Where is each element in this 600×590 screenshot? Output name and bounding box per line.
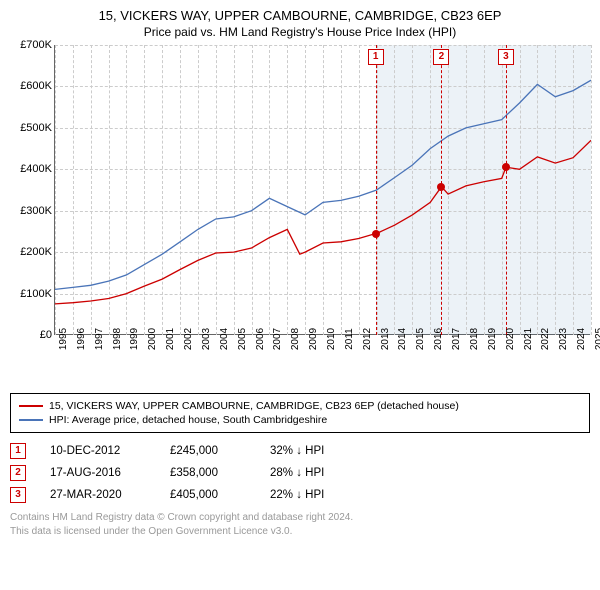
- x-tick-label: 1997: [94, 328, 105, 350]
- legend-row-series2: HPI: Average price, detached house, Sout…: [19, 414, 581, 426]
- legend-row-series1: 15, VICKERS WAY, UPPER CAMBOURNE, CAMBRI…: [19, 400, 581, 412]
- series-line: [55, 140, 591, 304]
- y-tick-label: £500K: [20, 122, 52, 134]
- row-pct: 28% ↓ HPI: [270, 467, 380, 479]
- row-badge: 1: [10, 443, 26, 459]
- y-tick-label: £200K: [20, 246, 52, 258]
- x-tick-label: 2019: [487, 328, 498, 350]
- x-tick-label: 2005: [237, 328, 248, 350]
- row-price: £245,000: [170, 445, 270, 457]
- series-line: [55, 80, 591, 289]
- x-axis: 1995199619971998199920002001200220032004…: [54, 335, 590, 365]
- y-tick-label: £700K: [20, 39, 52, 51]
- x-tick-label: 2000: [147, 328, 158, 350]
- legend-label-series1: 15, VICKERS WAY, UPPER CAMBOURNE, CAMBRI…: [49, 400, 459, 412]
- x-tick-label: 2002: [183, 328, 194, 350]
- sale-marker-badge: 1: [368, 49, 384, 65]
- attribution: Contains HM Land Registry data © Crown c…: [10, 511, 590, 538]
- x-tick-label: 1995: [58, 328, 69, 350]
- row-badge: 2: [10, 465, 26, 481]
- x-tick-label: 2006: [255, 328, 266, 350]
- row-date: 17-AUG-2016: [50, 467, 170, 479]
- chart-title-line1: 15, VICKERS WAY, UPPER CAMBOURNE, CAMBRI…: [10, 8, 590, 23]
- x-tick-label: 2025: [594, 328, 600, 350]
- sale-marker-badge: 2: [433, 49, 449, 65]
- vgridline: [591, 45, 592, 335]
- x-tick-label: 2001: [165, 328, 176, 350]
- legend-swatch-series2: [19, 419, 43, 421]
- x-tick-label: 2007: [272, 328, 283, 350]
- row-price: £405,000: [170, 489, 270, 501]
- y-tick-label: £100K: [20, 288, 52, 300]
- x-tick-label: 2011: [344, 328, 355, 350]
- sale-marker-point: [372, 230, 380, 238]
- y-tick-label: £600K: [20, 80, 52, 92]
- x-tick-label: 2012: [362, 328, 373, 350]
- sale-marker-line: [376, 45, 377, 335]
- chart-title-block: 15, VICKERS WAY, UPPER CAMBOURNE, CAMBRI…: [10, 8, 590, 39]
- x-tick-label: 1996: [76, 328, 87, 350]
- x-tick-label: 2004: [219, 328, 230, 350]
- attribution-line1: Contains HM Land Registry data © Crown c…: [10, 511, 590, 525]
- y-axis: £0£100K£200K£300K£400K£500K£600K£700K: [10, 45, 54, 335]
- price-chart: £0£100K£200K£300K£400K£500K£600K£700K 12…: [10, 45, 590, 365]
- x-tick-label: 2021: [523, 328, 534, 350]
- x-tick-label: 2009: [308, 328, 319, 350]
- x-tick-label: 2003: [201, 328, 212, 350]
- x-tick-label: 2014: [397, 328, 408, 350]
- table-row: 2 17-AUG-2016£358,00028% ↓ HPI: [10, 465, 590, 481]
- y-tick-label: £300K: [20, 205, 52, 217]
- x-tick-label: 1999: [129, 328, 140, 350]
- table-row: 3 27-MAR-2020£405,00022% ↓ HPI: [10, 487, 590, 503]
- x-tick-label: 2022: [540, 328, 551, 350]
- row-badge: 3: [10, 487, 26, 503]
- x-tick-label: 2017: [451, 328, 462, 350]
- plot-area: 1 2 3: [54, 45, 590, 335]
- x-tick-label: 2016: [433, 328, 444, 350]
- x-tick-label: 2023: [558, 328, 569, 350]
- legend: 15, VICKERS WAY, UPPER CAMBOURNE, CAMBRI…: [10, 393, 590, 433]
- sale-marker-line: [506, 45, 507, 335]
- table-row: 1 10-DEC-2012£245,00032% ↓ HPI: [10, 443, 590, 459]
- y-tick-label: £0: [40, 329, 52, 341]
- x-tick-label: 2018: [469, 328, 480, 350]
- x-tick-label: 1998: [112, 328, 123, 350]
- row-pct: 32% ↓ HPI: [270, 445, 380, 457]
- x-tick-label: 2010: [326, 328, 337, 350]
- row-date: 27-MAR-2020: [50, 489, 170, 501]
- y-tick-label: £400K: [20, 163, 52, 175]
- chart-title-line2: Price paid vs. HM Land Registry's House …: [10, 25, 590, 39]
- row-pct: 22% ↓ HPI: [270, 489, 380, 501]
- sale-marker-point: [437, 183, 445, 191]
- sale-marker-point: [502, 163, 510, 171]
- x-tick-label: 2008: [290, 328, 301, 350]
- series-svg: [55, 45, 591, 335]
- row-date: 10-DEC-2012: [50, 445, 170, 457]
- legend-swatch-series1: [19, 405, 43, 407]
- sales-table: 1 10-DEC-2012£245,00032% ↓ HPI 2 17-AUG-201…: [10, 443, 590, 503]
- x-tick-label: 2020: [505, 328, 516, 350]
- x-tick-label: 2024: [576, 328, 587, 350]
- attribution-line2: This data is licensed under the Open Gov…: [10, 525, 590, 539]
- legend-label-series2: HPI: Average price, detached house, Sout…: [49, 414, 327, 426]
- x-tick-label: 2013: [380, 328, 391, 350]
- row-price: £358,000: [170, 467, 270, 479]
- x-tick-label: 2015: [415, 328, 426, 350]
- sale-marker-badge: 3: [498, 49, 514, 65]
